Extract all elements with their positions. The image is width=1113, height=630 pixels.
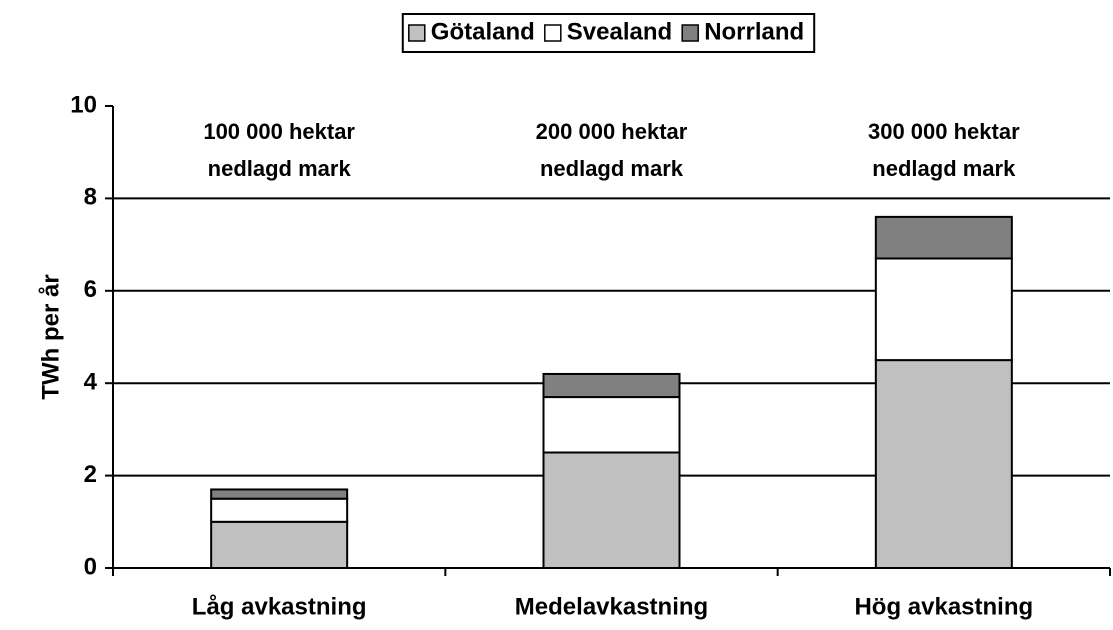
y-tick-label: 0 (84, 553, 97, 580)
x-tick-label: Hög avkastning (854, 593, 1033, 620)
legend-swatch (544, 24, 562, 42)
bar-segment (542, 451, 681, 569)
y-tick-label: 8 (84, 184, 97, 211)
y-tick-label: 2 (84, 461, 97, 488)
x-tick-label: Medelavkastning (515, 593, 708, 620)
annotation: 100 000 hektar (203, 119, 355, 144)
bar-segment (210, 497, 349, 523)
legend-label: Norrland (704, 18, 804, 45)
annotation: nedlagd mark (872, 156, 1016, 181)
annotation: 300 000 hektar (868, 119, 1020, 144)
y-tick-label: 10 (70, 91, 97, 118)
bar-segment (542, 396, 681, 454)
legend-box (401, 13, 816, 53)
annotation: 200 000 hektar (536, 119, 688, 144)
bar-segment (210, 520, 349, 569)
y-tick-label: 4 (84, 369, 98, 396)
bar-segment (542, 372, 681, 399)
legend-swatch (681, 24, 699, 42)
bar-segment (210, 488, 349, 500)
y-axis-label: TWh per år (37, 274, 64, 399)
bar-segment (874, 359, 1013, 569)
bar-segment (874, 215, 1013, 260)
legend-label: Götaland (431, 18, 535, 45)
y-tick-label: 6 (84, 276, 97, 303)
legend-label: Svealand (567, 18, 672, 45)
x-tick-label: Låg avkastning (192, 593, 367, 620)
annotation: nedlagd mark (540, 156, 684, 181)
annotation: nedlagd mark (208, 156, 352, 181)
bar-segment (874, 257, 1013, 362)
legend-swatch (408, 24, 426, 42)
